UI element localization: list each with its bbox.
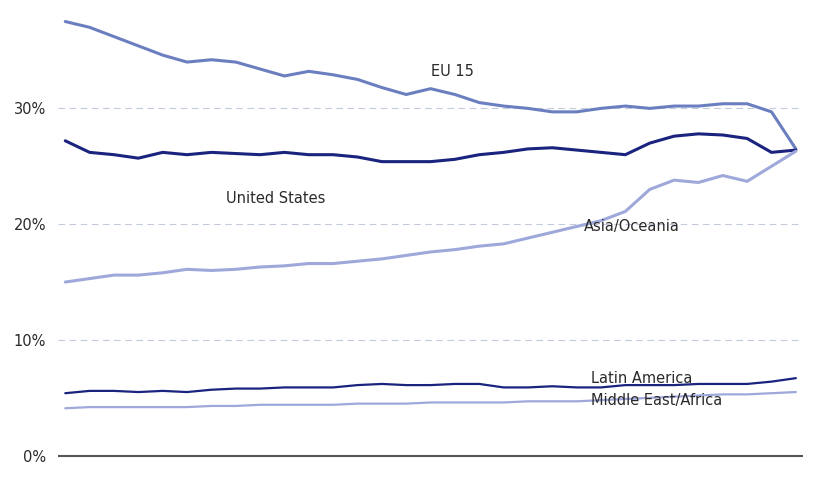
Text: Asia/Oceania: Asia/Oceania	[583, 219, 679, 234]
Text: Middle East/Africa: Middle East/Africa	[590, 392, 722, 408]
Text: United States: United States	[226, 191, 325, 206]
Text: Latin America: Latin America	[590, 371, 692, 385]
Text: EU 15: EU 15	[430, 64, 473, 79]
